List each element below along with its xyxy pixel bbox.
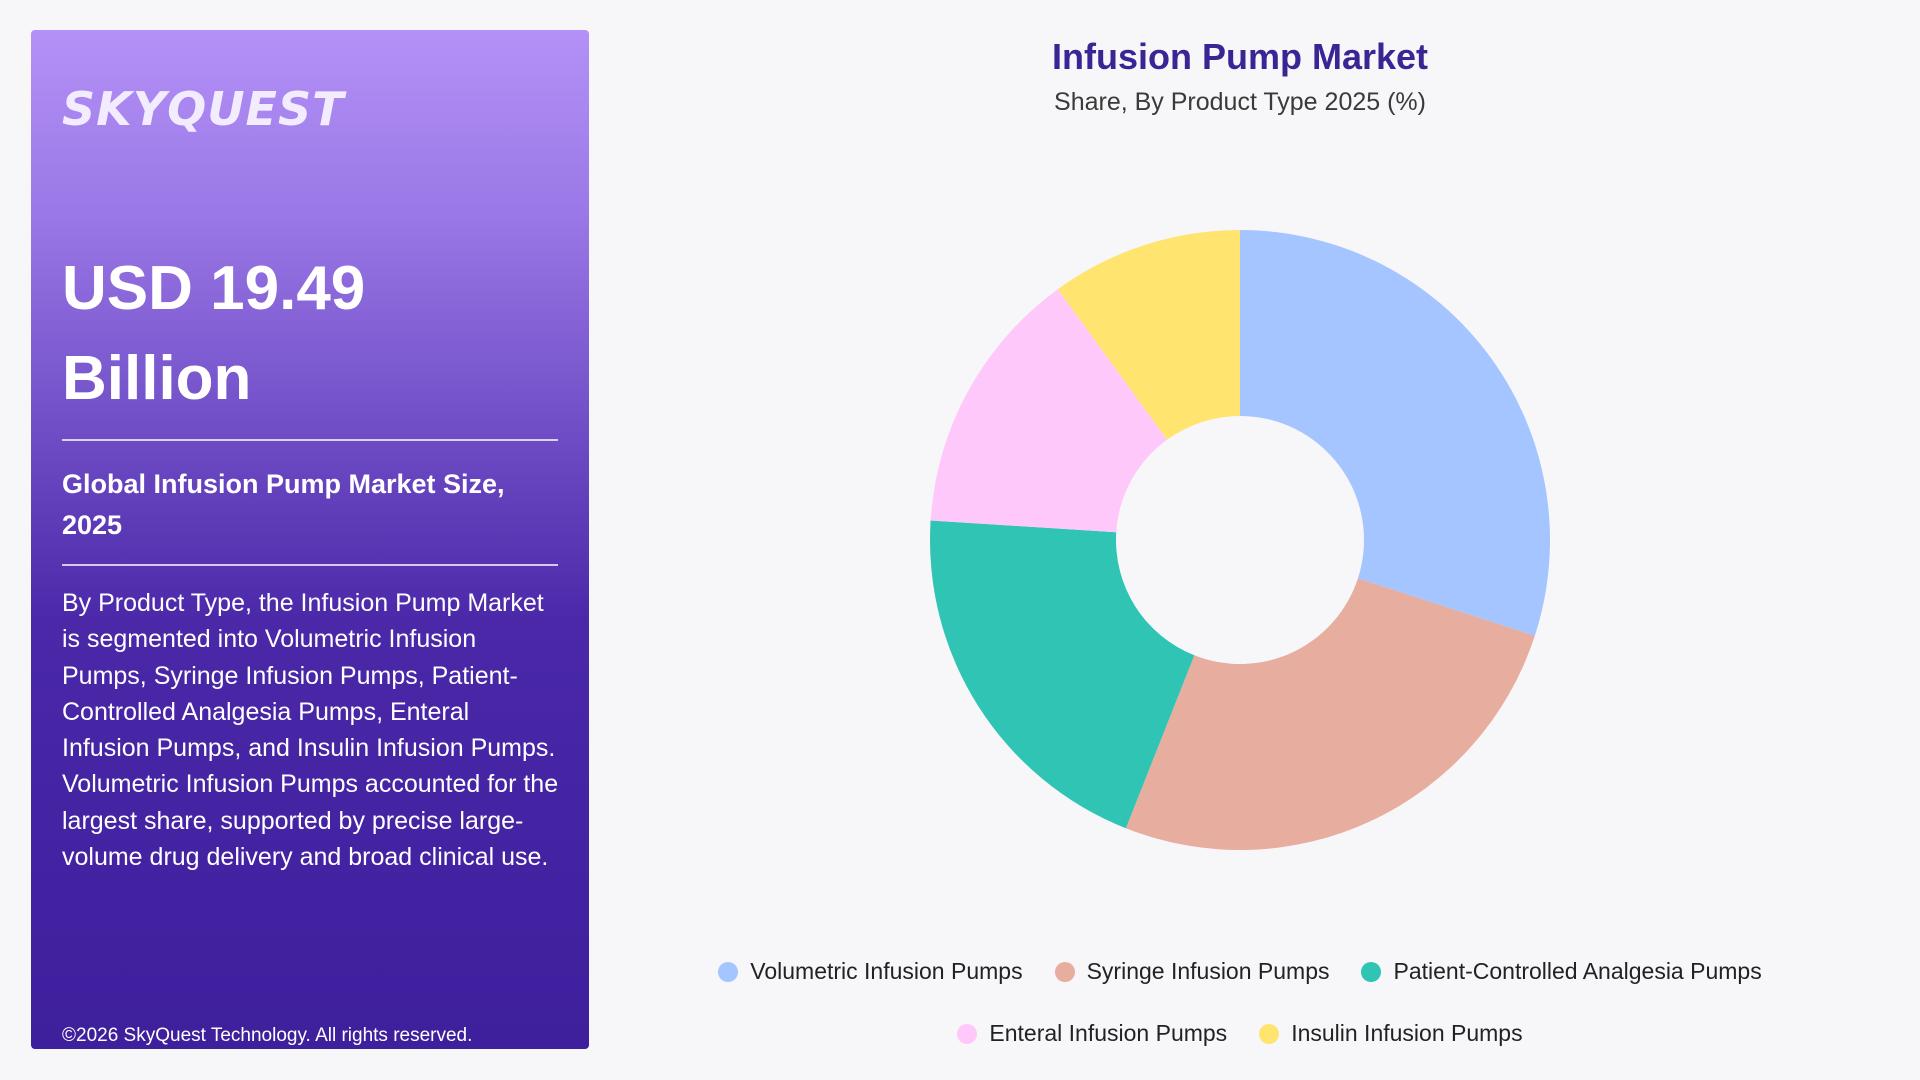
skyquest-logo: SKYQUEST <box>62 82 345 136</box>
legend-swatch <box>1361 961 1382 982</box>
legend-row-1: Volumetric Infusion Pumps Syringe Infusi… <box>620 958 1860 985</box>
donut-slice-enteral-infusion-pumps <box>930 289 1168 533</box>
segment-description: By Product Type, the Infusion Pump Marke… <box>62 589 559 872</box>
legend-label: Insulin Infusion Pumps <box>1291 1020 1523 1046</box>
legend-item: Insulin Infusion Pumps <box>1259 1020 1523 1047</box>
legend-row-2: Enteral Infusion Pumps Insulin Infusion … <box>620 1020 1860 1047</box>
legend-swatch <box>1259 1023 1280 1044</box>
legend-label: Syringe Infusion Pumps <box>1086 958 1330 984</box>
copyright-notice: ©2026 SkyQuest Technology. All rights re… <box>62 1025 473 1046</box>
legend-label: Enteral Infusion Pumps <box>989 1020 1228 1046</box>
legend-swatch <box>1054 961 1075 982</box>
divider-top <box>62 439 558 441</box>
legend-label: Volumetric Infusion Pumps <box>750 958 1023 984</box>
donut-slice-insulin-infusion-pumps <box>1057 230 1240 440</box>
donut-slice-patient-controlled-analgesia-pumps <box>930 520 1195 829</box>
market-size-subtitle: Global Infusion Pump Market Size, 2025 <box>62 469 505 540</box>
chart-title: Infusion Pump Market <box>1051 36 1429 77</box>
divider-bottom <box>62 564 558 566</box>
donut-slice-syringe-infusion-pumps <box>1125 578 1535 851</box>
legend-swatch <box>957 1023 978 1044</box>
legend-label: Patient-Controlled Analgesia Pumps <box>1393 958 1762 984</box>
legend-swatch <box>718 961 739 982</box>
summary-panel: SKYQUEST USD 19.49 Billion Global Infusi… <box>31 30 589 1049</box>
legend-item: Syringe Infusion Pumps <box>1054 958 1330 985</box>
chart-subtitle: Share, By Product Type 2025 (%) <box>1054 88 1426 116</box>
donut-chart <box>930 230 1550 851</box>
legend-item: Volumetric Infusion Pumps <box>718 958 1023 985</box>
market-size-value: USD 19.49 Billion <box>62 254 366 413</box>
donut-slice-volumetric-infusion-pumps <box>1240 230 1550 636</box>
legend-item: Patient-Controlled Analgesia Pumps <box>1361 958 1762 985</box>
legend-item: Enteral Infusion Pumps <box>957 1020 1227 1047</box>
